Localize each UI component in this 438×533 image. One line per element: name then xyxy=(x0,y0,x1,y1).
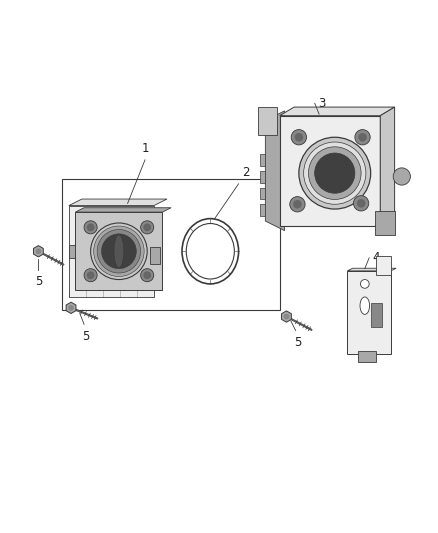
Bar xyxy=(260,204,265,216)
Bar xyxy=(62,180,280,310)
Circle shape xyxy=(84,269,97,282)
Circle shape xyxy=(68,305,74,311)
Polygon shape xyxy=(75,208,171,212)
Circle shape xyxy=(87,223,95,231)
Polygon shape xyxy=(114,235,124,268)
Polygon shape xyxy=(66,302,76,313)
Polygon shape xyxy=(69,245,75,258)
Polygon shape xyxy=(69,199,167,206)
Circle shape xyxy=(284,314,289,319)
Bar xyxy=(280,116,380,226)
Bar xyxy=(75,212,162,290)
Text: 5: 5 xyxy=(83,330,90,343)
Polygon shape xyxy=(280,107,395,116)
Bar xyxy=(347,271,391,353)
Circle shape xyxy=(35,248,41,254)
Polygon shape xyxy=(69,206,154,297)
Circle shape xyxy=(102,234,136,269)
Circle shape xyxy=(143,223,151,231)
Circle shape xyxy=(304,142,366,204)
Circle shape xyxy=(143,271,151,279)
Circle shape xyxy=(355,130,370,145)
Polygon shape xyxy=(33,246,43,257)
Bar xyxy=(358,351,376,362)
Circle shape xyxy=(97,230,141,273)
Polygon shape xyxy=(265,111,285,231)
Text: 5: 5 xyxy=(294,336,301,349)
Circle shape xyxy=(393,168,410,185)
Text: 1: 1 xyxy=(141,142,149,155)
Bar xyxy=(260,171,265,183)
Bar xyxy=(371,303,382,327)
Circle shape xyxy=(360,279,369,288)
Bar xyxy=(260,154,265,166)
Circle shape xyxy=(141,221,154,234)
Bar xyxy=(375,212,395,236)
Bar xyxy=(258,107,277,135)
Circle shape xyxy=(299,137,371,209)
Circle shape xyxy=(84,221,97,234)
Circle shape xyxy=(314,153,355,193)
Polygon shape xyxy=(347,268,396,271)
Circle shape xyxy=(358,133,367,142)
Circle shape xyxy=(91,223,147,279)
Circle shape xyxy=(294,133,303,142)
Circle shape xyxy=(141,269,154,282)
Polygon shape xyxy=(380,107,395,226)
Circle shape xyxy=(353,196,369,211)
Polygon shape xyxy=(282,311,291,322)
Text: 3: 3 xyxy=(318,97,325,110)
Circle shape xyxy=(357,199,365,208)
Ellipse shape xyxy=(360,297,370,314)
Circle shape xyxy=(290,197,305,212)
Circle shape xyxy=(291,130,307,145)
Bar xyxy=(260,188,265,199)
Circle shape xyxy=(87,271,95,279)
Circle shape xyxy=(308,147,361,199)
Text: 2: 2 xyxy=(242,166,250,180)
Text: 4: 4 xyxy=(373,251,380,264)
Circle shape xyxy=(94,226,144,277)
Circle shape xyxy=(293,200,302,208)
Bar xyxy=(376,256,391,275)
Text: 5: 5 xyxy=(35,275,42,288)
Bar xyxy=(150,247,160,264)
